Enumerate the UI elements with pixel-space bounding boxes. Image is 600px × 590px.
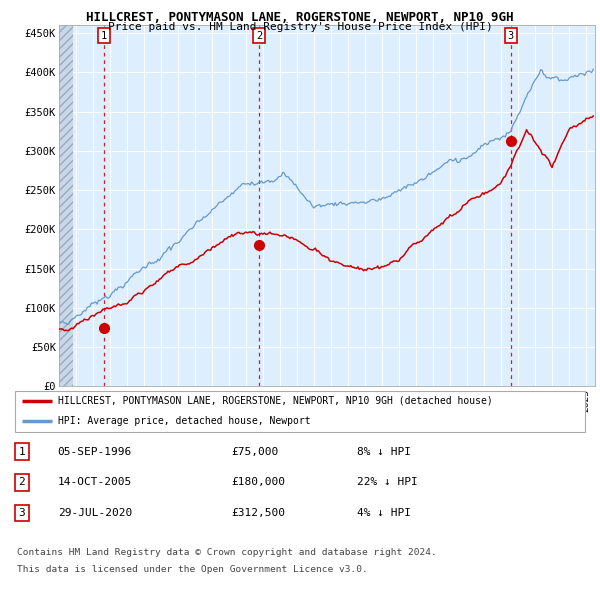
Text: 8% ↓ HPI: 8% ↓ HPI — [357, 447, 411, 457]
Text: £75,000: £75,000 — [232, 447, 279, 457]
Text: 3: 3 — [19, 508, 25, 518]
Text: 1: 1 — [101, 31, 107, 41]
Text: Contains HM Land Registry data © Crown copyright and database right 2024.: Contains HM Land Registry data © Crown c… — [17, 548, 437, 556]
FancyBboxPatch shape — [15, 391, 585, 432]
Text: This data is licensed under the Open Government Licence v3.0.: This data is licensed under the Open Gov… — [17, 565, 368, 574]
Text: 1: 1 — [19, 447, 25, 457]
Text: HILLCREST, PONTYMASON LANE, ROGERSTONE, NEWPORT, NP10 9GH (detached house): HILLCREST, PONTYMASON LANE, ROGERSTONE, … — [58, 396, 493, 406]
Text: 2: 2 — [19, 477, 25, 487]
Text: 3: 3 — [508, 31, 514, 41]
Text: 29-JUL-2020: 29-JUL-2020 — [58, 508, 132, 518]
Text: £180,000: £180,000 — [232, 477, 286, 487]
Text: HPI: Average price, detached house, Newport: HPI: Average price, detached house, Newp… — [58, 416, 310, 426]
Text: HILLCREST, PONTYMASON LANE, ROGERSTONE, NEWPORT, NP10 9GH: HILLCREST, PONTYMASON LANE, ROGERSTONE, … — [86, 11, 514, 24]
Text: 4% ↓ HPI: 4% ↓ HPI — [357, 508, 411, 518]
Text: 2: 2 — [256, 31, 262, 41]
Text: Price paid vs. HM Land Registry's House Price Index (HPI): Price paid vs. HM Land Registry's House … — [107, 22, 493, 32]
Text: 22% ↓ HPI: 22% ↓ HPI — [357, 477, 418, 487]
Text: £312,500: £312,500 — [232, 508, 286, 518]
Text: 14-OCT-2005: 14-OCT-2005 — [58, 477, 132, 487]
Text: 05-SEP-1996: 05-SEP-1996 — [58, 447, 132, 457]
